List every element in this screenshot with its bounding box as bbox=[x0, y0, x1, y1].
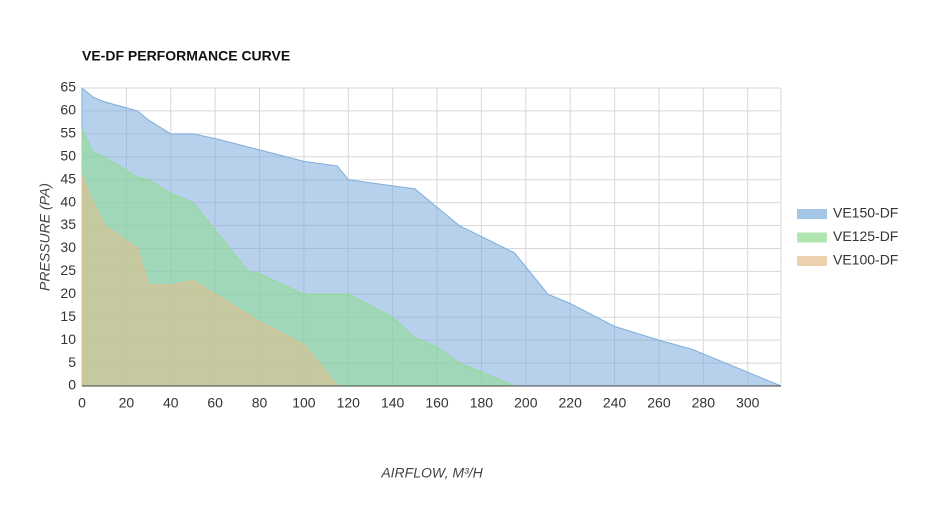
x-tick-label: 80 bbox=[252, 395, 268, 411]
x-tick-label: 300 bbox=[736, 395, 760, 411]
y-tick-label: 0 bbox=[68, 377, 76, 393]
legend-swatch bbox=[797, 232, 827, 243]
y-tick-label: 30 bbox=[60, 239, 76, 255]
x-tick-label: 220 bbox=[559, 395, 583, 411]
y-tick-label: 60 bbox=[60, 102, 76, 118]
y-tick-label: 45 bbox=[60, 170, 76, 186]
x-tick-label: 40 bbox=[163, 395, 179, 411]
x-axis-title: AIRFLOW, M³/H bbox=[380, 465, 483, 481]
legend-label: VE100-DF bbox=[833, 252, 898, 268]
area bbox=[81, 174, 339, 387]
x-tick-label: 120 bbox=[337, 395, 361, 411]
x-tick-label: 100 bbox=[292, 395, 316, 411]
x-tick-label: 280 bbox=[692, 395, 716, 411]
y-tick-label: 5 bbox=[68, 354, 76, 370]
y-tick-label: 40 bbox=[60, 193, 76, 209]
y-tick-label: 35 bbox=[60, 216, 76, 232]
y-tick-label: 10 bbox=[60, 331, 76, 347]
x-tick-label: 260 bbox=[647, 395, 671, 411]
x-tick-label: 60 bbox=[207, 395, 223, 411]
y-tick-label: 20 bbox=[60, 285, 76, 301]
legend-swatch bbox=[797, 209, 827, 219]
y-tick-label: 55 bbox=[60, 125, 76, 141]
y-tick-label: 15 bbox=[60, 308, 76, 324]
x-tick-label: 20 bbox=[119, 395, 135, 411]
legend-swatch bbox=[797, 256, 827, 266]
x-tick-label: 0 bbox=[78, 395, 86, 411]
legend-label: VE125-DF bbox=[833, 228, 898, 244]
y-tick-label: 25 bbox=[60, 262, 76, 278]
x-tick-label: 200 bbox=[514, 395, 538, 411]
y-tick-label: 65 bbox=[60, 79, 76, 95]
y-axis-title: PRESSURE (PA) bbox=[37, 183, 53, 291]
x-tick-label: 140 bbox=[381, 395, 405, 411]
x-tick-label: 180 bbox=[470, 395, 494, 411]
legend-label: VE150-DF bbox=[833, 205, 898, 221]
chart-title: VE-DF PERFORMANCE CURVE bbox=[82, 48, 290, 64]
x-tick-label: 160 bbox=[425, 395, 449, 411]
x-tick-label: 240 bbox=[603, 395, 627, 411]
y-tick-label: 50 bbox=[60, 147, 76, 163]
